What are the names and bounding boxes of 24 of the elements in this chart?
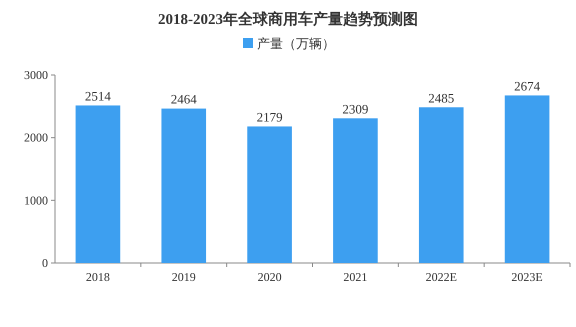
- y-tick-label: 2000: [24, 130, 48, 145]
- bar: [504, 95, 550, 263]
- x-tick-label: 2019: [172, 270, 196, 284]
- bar: [333, 118, 378, 263]
- data-label: 2514: [84, 88, 112, 104]
- chart-title: 2018-2023年全球商用车产量趋势预测图: [158, 10, 418, 28]
- bar: [247, 126, 292, 263]
- y-tick-label: 0: [42, 256, 48, 270]
- x-tick-label: 2022E: [426, 270, 457, 284]
- x-tick-label: 2021: [343, 270, 368, 284]
- bar: [76, 105, 120, 263]
- x-tick-label: 2020: [258, 270, 282, 284]
- data-label: 2179: [256, 109, 283, 124]
- y-tick-label: 3000: [24, 68, 48, 82]
- bar: [418, 107, 464, 263]
- x-tick-label: 2018: [86, 270, 110, 284]
- bar: [161, 108, 206, 263]
- data-label: 2464: [170, 92, 198, 107]
- data-label: 2674: [514, 78, 541, 94]
- legend-label: 产量（万辆）: [257, 36, 335, 51]
- y-tick-label: 1000: [24, 193, 48, 208]
- x-tick-label: 2023E: [511, 270, 543, 284]
- data-label: 2309: [342, 101, 368, 116]
- data-label: 2485: [428, 90, 454, 106]
